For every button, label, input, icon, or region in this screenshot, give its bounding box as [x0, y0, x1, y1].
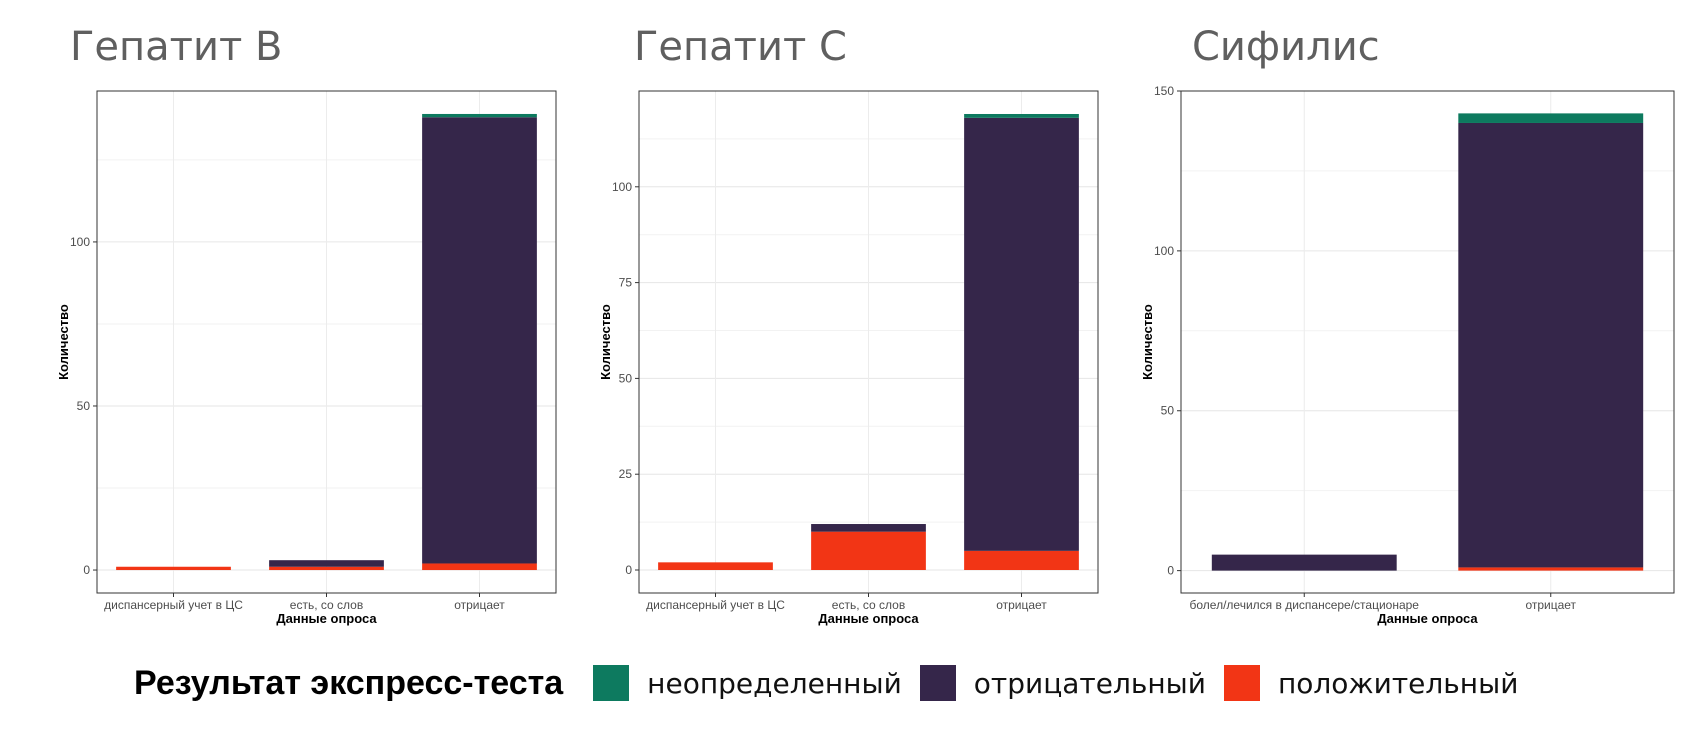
- bar-segment: [422, 563, 537, 571]
- bar-segment: [269, 560, 384, 567]
- bar-segment: [1458, 567, 1644, 571]
- legend-item-negative: отрицательный: [919, 665, 1206, 701]
- legend-label: отрицательный: [973, 666, 1206, 700]
- bar-segment: [422, 113, 537, 118]
- bar-segment: [1458, 113, 1644, 123]
- chart-panel-hepatitis-c: Гепатит C 0 25 50 75 100 диспансерный учет в …: [542, 0, 1104, 640]
- y-axis-title: Количество: [1140, 304, 1155, 380]
- y-tick-label: 50: [619, 371, 633, 385]
- legend-swatch: [593, 665, 630, 701]
- x-tick-label: отрицает: [1525, 598, 1576, 612]
- y-tick-label: 0: [1167, 564, 1174, 578]
- y-tick-label: 100: [70, 235, 90, 249]
- bar-segment: [658, 562, 773, 571]
- y-tick-label: 50: [1161, 404, 1175, 418]
- legend-title: Результат экспресс-теста: [134, 663, 564, 702]
- legend-label: неопределенный: [647, 666, 902, 700]
- y-tick-label: 100: [1154, 244, 1174, 258]
- x-axis-title: Данные опроса: [1377, 611, 1478, 626]
- chart-hepatitis-c: 0 25 50 75 100 диспансерный учет в ЦС есть, со…: [598, 90, 1099, 626]
- y-tick-label: 75: [619, 276, 633, 290]
- bar-segment: [964, 117, 1079, 551]
- legend-item-indeterminate: неопределенный: [593, 665, 902, 701]
- y-tick-label: 0: [83, 563, 90, 577]
- chart-title: Сифилис: [1192, 24, 1380, 70]
- y-tick-label: 25: [619, 467, 633, 481]
- plot-border: [1180, 90, 1675, 594]
- bar-segment: [964, 550, 1079, 571]
- x-tick-label: есть, со слов: [290, 598, 363, 612]
- x-tick-label: диспансерный учет в ЦС: [104, 598, 243, 612]
- legend-label: положительный: [1277, 666, 1519, 700]
- chart-panel-hepatitis-b: Гепатит B 0 50 100 диспансерный учет в ЦС ес…: [0, 0, 562, 640]
- bar-segment: [964, 113, 1079, 118]
- legend: Результат экспресс-теста неопределенный …: [134, 658, 1536, 708]
- bar-segment: [811, 531, 926, 571]
- bar-segment: [1458, 122, 1644, 568]
- x-tick-label: отрицает: [454, 598, 505, 612]
- bar-segment: [269, 566, 384, 571]
- chart-panel-syphilis: Сифилис 0 50 100 150 болел/лечился в диспанс…: [1084, 0, 1675, 640]
- x-tick-label: болел/лечился в диспансере/стационаре: [1190, 598, 1420, 612]
- x-axis-title: Данные опроса: [276, 611, 377, 626]
- legend-swatch: [919, 665, 956, 701]
- bar-segment: [422, 117, 537, 564]
- chart-title: Гепатит B: [70, 24, 283, 70]
- y-tick-label: 50: [77, 399, 91, 413]
- x-axis-title: Данные опроса: [818, 611, 919, 626]
- x-tick-label: отрицает: [996, 598, 1047, 612]
- y-tick-label: 150: [1154, 84, 1174, 98]
- chart-title: Гепатит C: [634, 24, 847, 70]
- legend-item-positive: положительный: [1223, 665, 1519, 701]
- bar-segment: [116, 566, 231, 571]
- y-axis-title: Количество: [598, 304, 613, 380]
- bar-segment: [811, 524, 926, 532]
- legend-swatch: [1223, 665, 1260, 701]
- y-tick-label: 0: [625, 563, 632, 577]
- x-tick-label: есть, со слов: [832, 598, 905, 612]
- chart-hepatitis-b: 0 50 100 диспансерный учет в ЦС есть, со сло…: [56, 90, 557, 626]
- bar-segment: [1211, 554, 1397, 571]
- y-tick-label: 100: [612, 180, 632, 194]
- y-axis-title: Количество: [56, 304, 71, 380]
- chart-syphilis: 0 50 100 150 болел/лечился в диспансере/стац…: [1140, 84, 1675, 626]
- x-tick-label: диспансерный учет в ЦС: [646, 598, 785, 612]
